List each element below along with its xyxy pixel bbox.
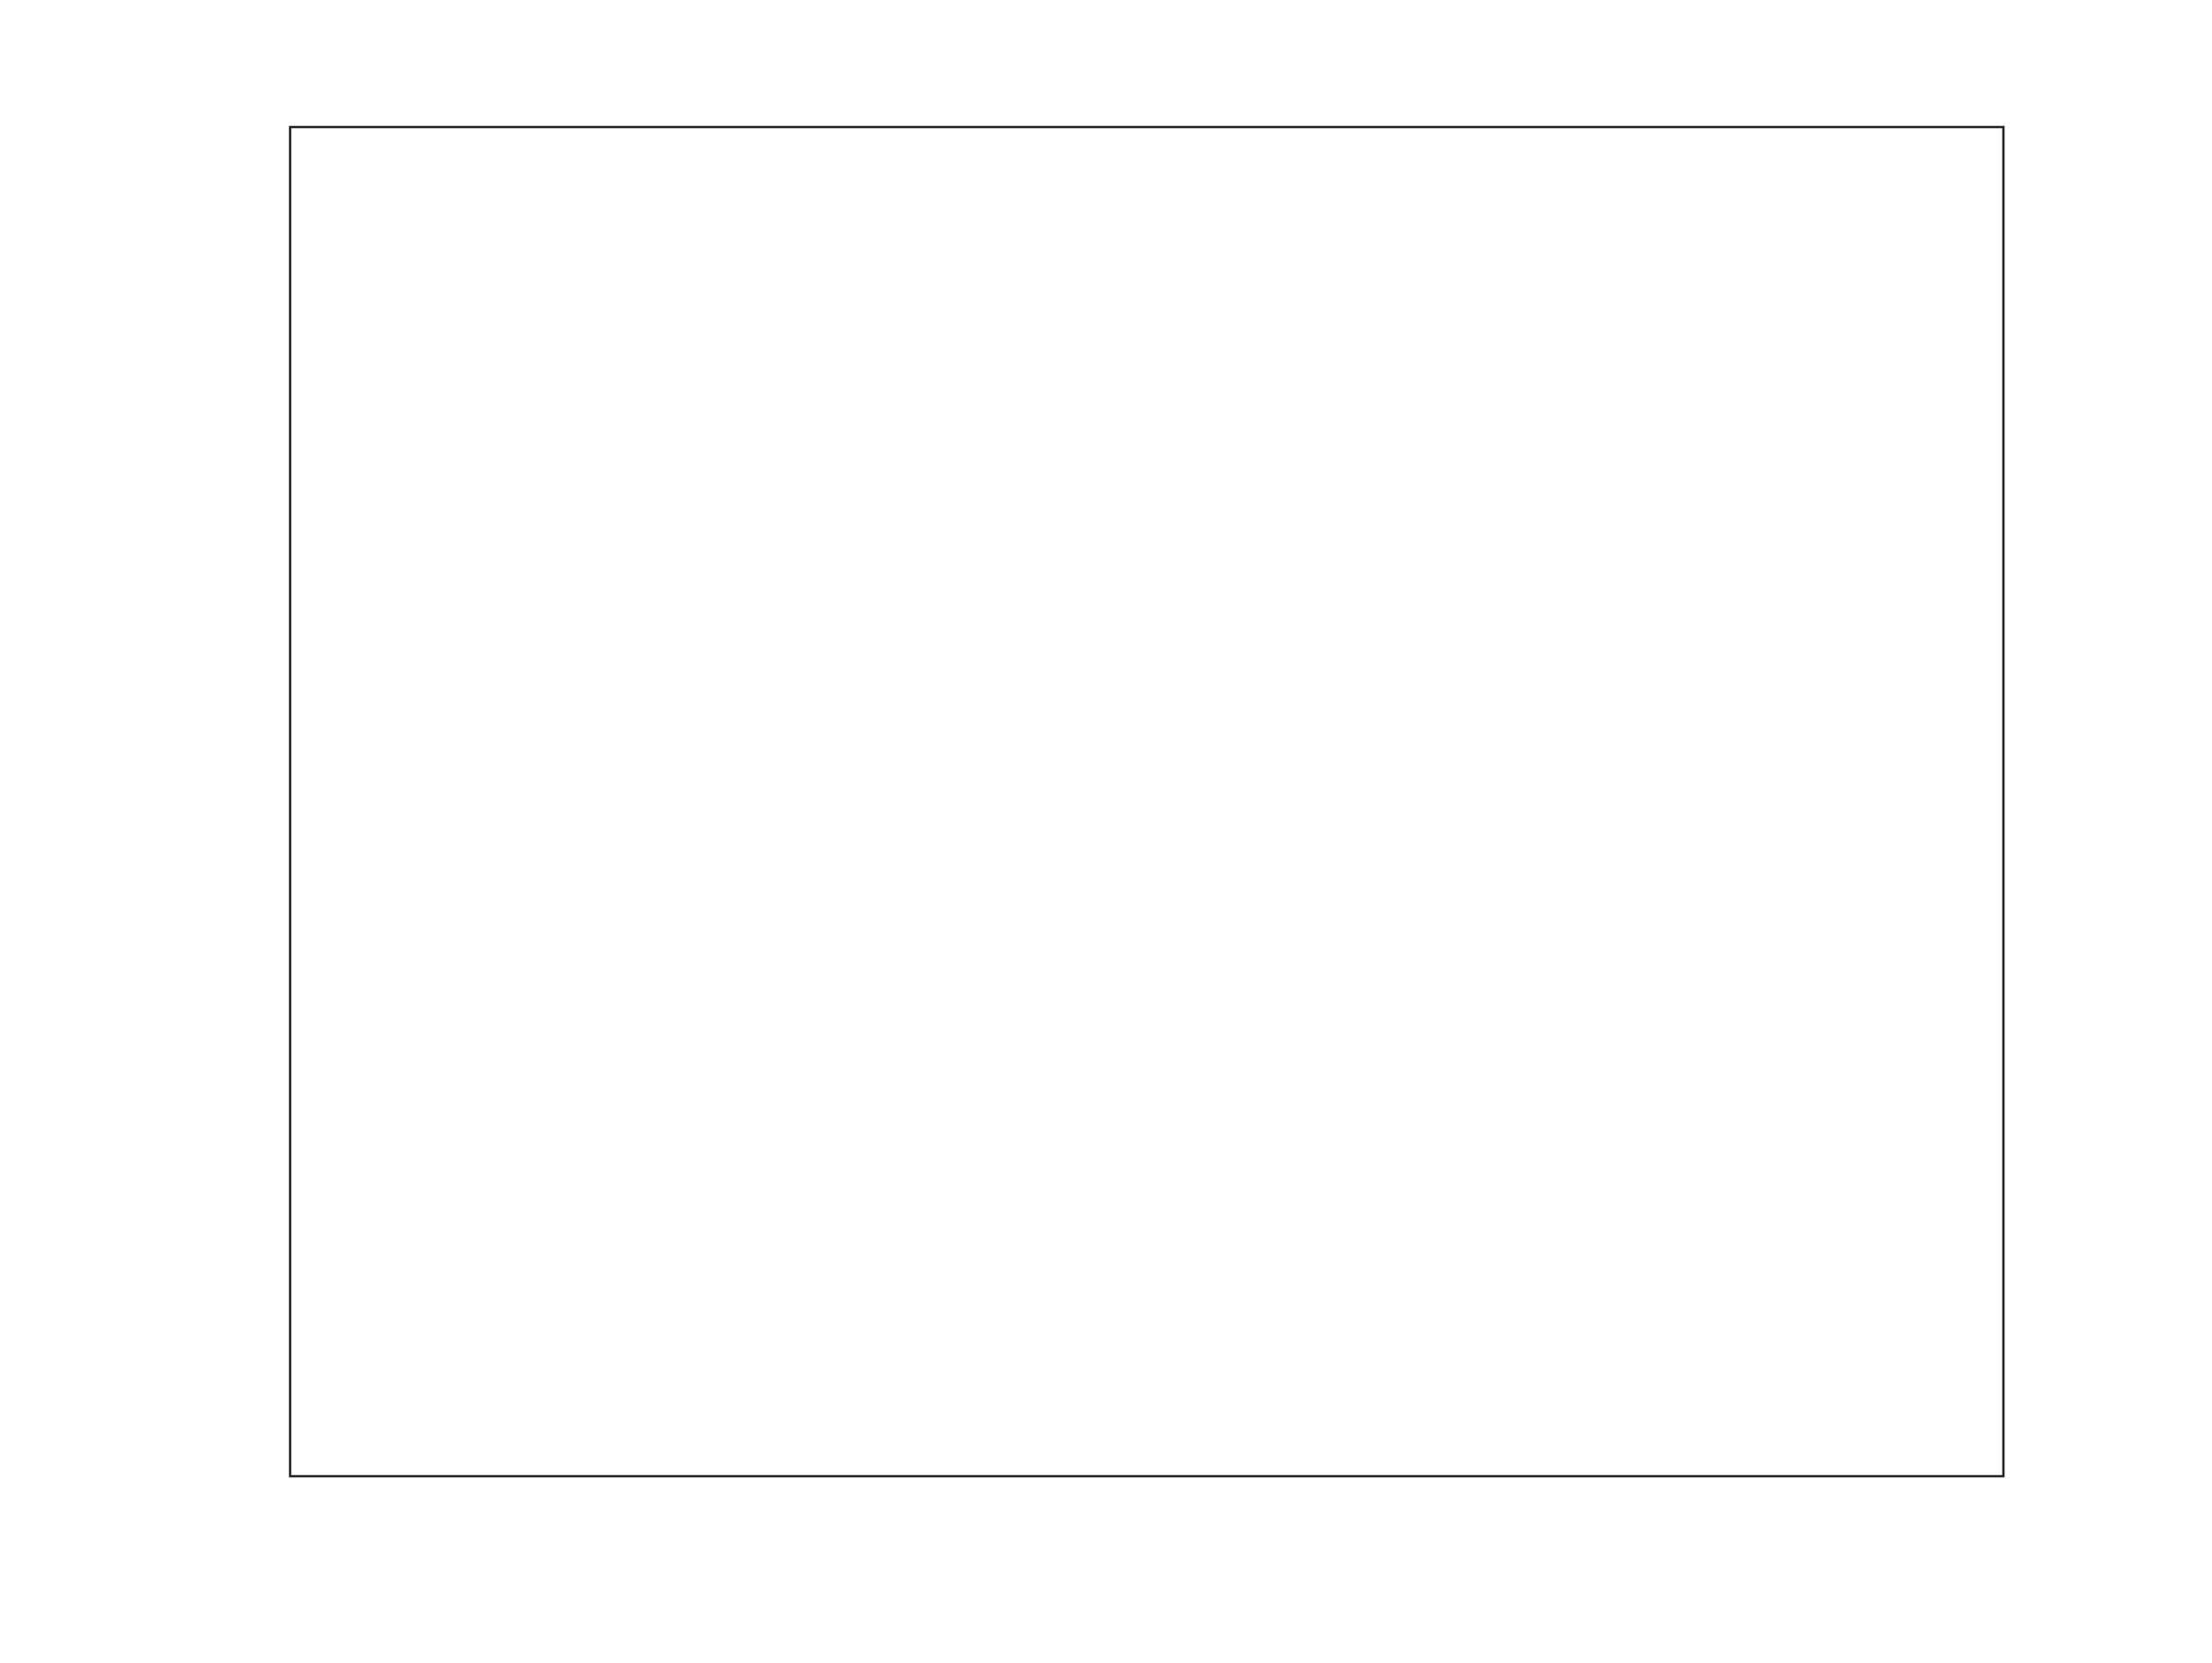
plot-border bbox=[288, 125, 2005, 1478]
